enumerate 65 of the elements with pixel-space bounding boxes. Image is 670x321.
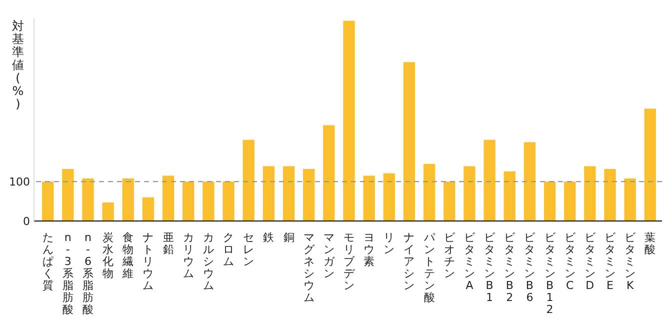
x-tick-label: ビタミンD xyxy=(584,231,596,292)
bar xyxy=(464,166,476,221)
x-tick-label: ヨウ素 xyxy=(364,231,375,268)
x-tick-label: ビタミンB6 xyxy=(524,231,536,304)
bar xyxy=(162,176,174,221)
bar xyxy=(343,20,355,221)
bar xyxy=(242,140,254,221)
x-tick-label: カリウム xyxy=(182,231,194,280)
x-tick-label: n-3系脂肪酸 xyxy=(62,231,74,316)
x-tick-label: ビオチン xyxy=(444,231,456,280)
bar xyxy=(564,182,576,221)
bar xyxy=(82,178,94,221)
bar xyxy=(303,168,315,221)
bar xyxy=(122,178,134,221)
y-tick-label: 0 xyxy=(23,214,30,228)
bar xyxy=(624,178,636,221)
x-tick-label: ナトリウム xyxy=(142,231,154,292)
bar xyxy=(544,182,556,221)
bar xyxy=(584,166,596,221)
bar xyxy=(423,164,436,221)
bar xyxy=(644,108,656,221)
x-tick-label: n-6系脂肪酸 xyxy=(82,231,94,316)
x-tick-label: 炭水化物 xyxy=(102,231,114,280)
bar xyxy=(102,202,114,221)
bar xyxy=(222,182,234,221)
x-tick-label: カルシウム xyxy=(202,231,214,292)
x-tick-label: ビタミンB2 xyxy=(504,231,516,304)
x-tick-label: リン xyxy=(384,231,395,256)
x-tick-label: マンガン xyxy=(323,231,336,280)
bar xyxy=(182,182,194,221)
bar xyxy=(524,142,536,221)
bar xyxy=(282,166,295,221)
bar xyxy=(142,197,154,221)
x-tick-label: ビタミンE xyxy=(604,231,616,292)
y-tick-label: 100 xyxy=(9,175,30,188)
x-tick-label: 鉄 xyxy=(263,231,274,244)
x-tick-label: ナイアシン xyxy=(404,231,415,292)
x-tick-label: 亜鉛 xyxy=(162,231,174,256)
x-tick-label: モリブデン xyxy=(344,231,356,292)
x-tick-label: ビタミンA xyxy=(464,231,476,292)
y-axis-title: 対基準値(%) xyxy=(12,19,24,111)
x-tick-label: 葉酸 xyxy=(644,231,656,256)
bar xyxy=(202,182,214,221)
bar xyxy=(604,168,616,221)
x-tick-label: ビタミンK xyxy=(624,231,637,292)
bar xyxy=(403,62,416,221)
x-tick-label: クロム xyxy=(223,231,234,268)
x-tick-label: ビタミンB12 xyxy=(544,231,556,316)
x-tick-label: パントテン酸 xyxy=(422,231,436,304)
bar xyxy=(484,140,496,221)
bar xyxy=(62,168,74,221)
bar xyxy=(444,182,456,221)
bar xyxy=(42,182,54,221)
x-tick-label: 銅 xyxy=(283,231,294,244)
x-tick-label: たんぱく質 xyxy=(42,231,54,292)
bar xyxy=(383,173,395,221)
bar xyxy=(262,166,275,221)
x-tick-label: 食物繊維 xyxy=(122,231,134,280)
bar xyxy=(504,171,516,221)
x-tick-label: ビタミンB1 xyxy=(484,231,496,304)
bar xyxy=(363,176,375,221)
x-tick-label: マグネシウム xyxy=(303,231,316,304)
x-tick-label: ビタミンC xyxy=(564,231,576,292)
x-tick-label: セレン xyxy=(243,231,254,268)
bar xyxy=(323,125,335,221)
